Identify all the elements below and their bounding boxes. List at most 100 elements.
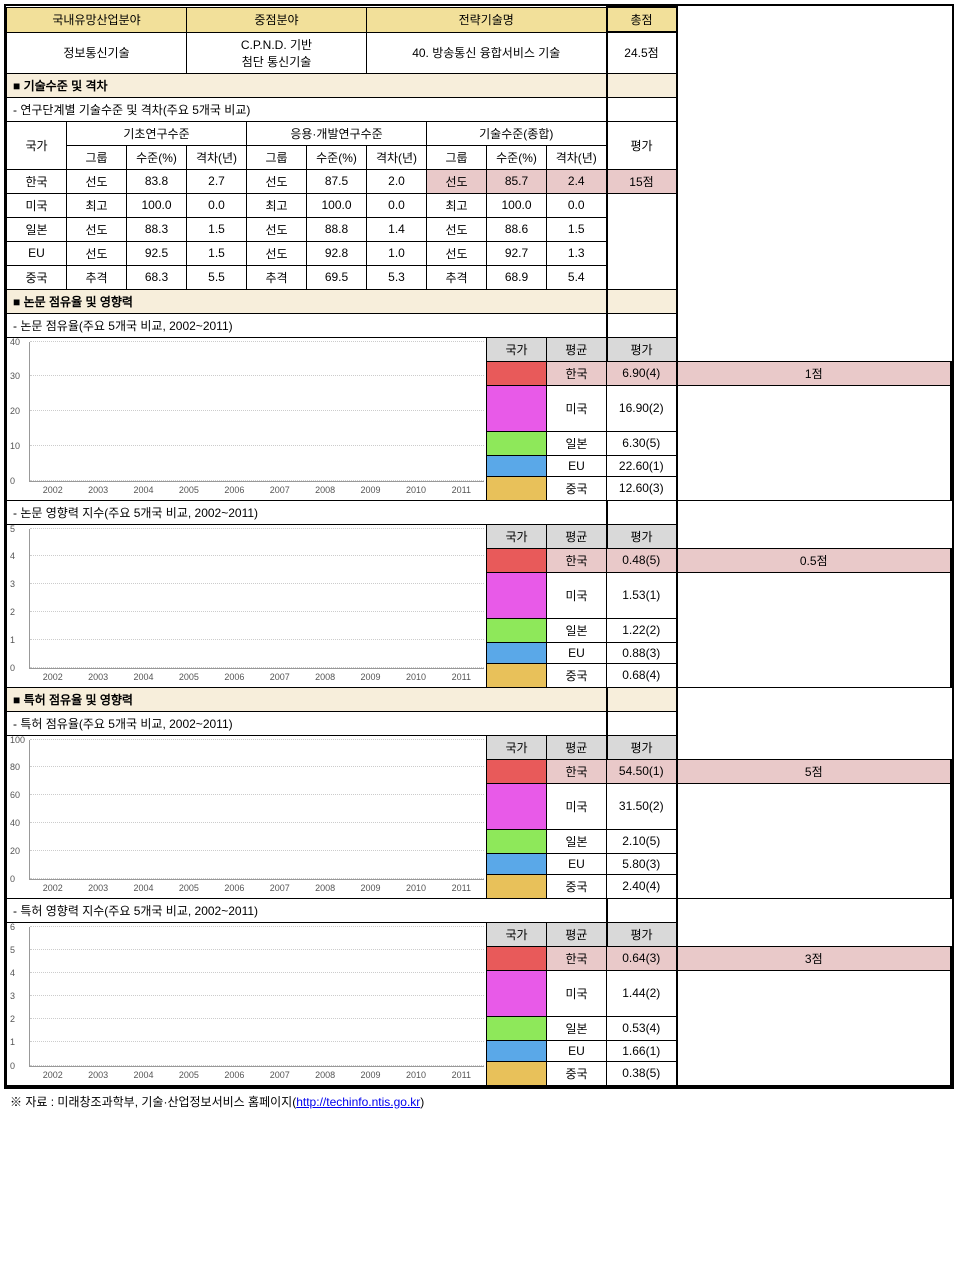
hdr-tech: 전략기술명 (367, 7, 607, 32)
x-label: 2003 (75, 672, 120, 682)
y-label: 10 (10, 441, 20, 451)
swatch-china (487, 1061, 547, 1086)
leg-cn: 중국 (547, 874, 607, 898)
x-label: 2010 (393, 672, 438, 682)
chartA-eval: 1점 (677, 361, 952, 385)
y-label: 5 (10, 524, 15, 534)
chartD-sub: - 특허 영향력 지수(주요 5개국 비교, 2002~2011) (7, 898, 607, 922)
avg-us: 31.50(2) (607, 783, 677, 829)
leg-country-hdr: 국가 (487, 337, 547, 361)
y-label: 20 (10, 846, 20, 856)
x-label: 2005 (166, 1070, 211, 1080)
leg-us: 미국 (547, 783, 607, 829)
leg-eu: EU (547, 455, 607, 476)
swatch-china (487, 663, 547, 687)
x-label: 2010 (393, 1070, 438, 1080)
leg-jp: 일본 (547, 829, 607, 853)
hdr-total: 총점 (607, 7, 677, 32)
leg-avg-hdr: 평균 (547, 337, 607, 361)
chartB-chart: 0123452002200320042005200620072008200920… (7, 525, 486, 687)
avg-kr: 6.90(4) (607, 361, 677, 385)
x-label: 2007 (257, 1070, 302, 1080)
row-country: 일본 (7, 217, 67, 241)
x-label: 2006 (212, 672, 257, 682)
leg-eval-hdr: 평가 (607, 922, 677, 946)
hdr-industry: 국내유망산업분야 (7, 7, 187, 32)
leg-jp: 일본 (547, 1016, 607, 1040)
swatch-eu (487, 455, 547, 476)
x-label: 2005 (166, 672, 211, 682)
swatch-usa (487, 385, 547, 431)
chartC-eval: 5점 (677, 759, 952, 783)
x-label: 2009 (348, 883, 393, 893)
leg-kr: 한국 (547, 361, 607, 385)
y-label: 40 (10, 337, 20, 347)
avg-jp: 0.53(4) (607, 1016, 677, 1040)
swatch-usa (487, 970, 547, 1016)
y-label: 0 (10, 1061, 15, 1071)
leg-eval-hdr: 평가 (607, 735, 677, 759)
x-label: 2006 (212, 485, 257, 495)
leg-avg-hdr: 평균 (547, 524, 607, 548)
y-label: 1 (10, 635, 15, 645)
source-link[interactable]: http://techinfo.ntis.go.kr (296, 1095, 420, 1109)
avg-kr: 0.64(3) (607, 946, 677, 970)
swatch-korea (487, 759, 547, 783)
leg-eu: EU (547, 1040, 607, 1061)
x-label: 2004 (121, 672, 166, 682)
leg-country-hdr: 국가 (487, 524, 547, 548)
avg-eu: 1.66(1) (607, 1040, 677, 1061)
chartA-sub: - 논문 점유율(주요 5개국 비교, 2002~2011) (7, 313, 607, 337)
col-total: 기술수준(종합) (427, 121, 607, 145)
swatch-eu (487, 642, 547, 663)
y-label: 2 (10, 607, 15, 617)
swatch-eu (487, 853, 547, 874)
leg-kr: 한국 (547, 759, 607, 783)
y-label: 4 (10, 551, 15, 561)
chartD-eval: 3점 (677, 946, 952, 970)
col-basic: 기초연구수준 (67, 121, 247, 145)
swatch-usa (487, 572, 547, 618)
x-label: 2008 (302, 485, 347, 495)
x-label: 2009 (348, 485, 393, 495)
swatch-china (487, 476, 547, 500)
y-label: 0 (10, 476, 15, 486)
leg-us: 미국 (547, 572, 607, 618)
x-label: 2008 (302, 672, 347, 682)
leg-eval-hdr: 평가 (607, 524, 677, 548)
avg-eu: 22.60(1) (607, 455, 677, 476)
y-label: 0 (10, 874, 15, 884)
x-label: 2009 (348, 1070, 393, 1080)
x-label: 2011 (439, 883, 484, 893)
hdr-focus: 중점분야 (187, 7, 367, 32)
y-label: 40 (10, 818, 20, 828)
row-country: 중국 (7, 265, 67, 289)
x-label: 2007 (257, 672, 302, 682)
x-label: 2004 (121, 883, 166, 893)
row-country: 미국 (7, 193, 67, 217)
swatch-korea (487, 548, 547, 572)
chartB-sub: - 논문 영향력 지수(주요 5개국 비교, 2002~2011) (7, 500, 607, 524)
sec3-title: ■ 특허 점유율 및 영향력 (7, 687, 607, 711)
x-label: 2003 (75, 485, 120, 495)
y-label: 20 (10, 406, 20, 416)
swatch-japan (487, 431, 547, 455)
avg-us: 16.90(2) (607, 385, 677, 431)
leg-kr: 한국 (547, 946, 607, 970)
x-label: 2007 (257, 485, 302, 495)
x-label: 2010 (393, 485, 438, 495)
avg-us: 1.53(1) (607, 572, 677, 618)
x-label: 2007 (257, 883, 302, 893)
x-label: 2011 (439, 1070, 484, 1080)
chartD-chart: 0123456200220032004200520062007200820092… (7, 923, 486, 1085)
y-label: 5 (10, 945, 15, 955)
leg-eu: EU (547, 853, 607, 874)
y-label: 1 (10, 1037, 15, 1047)
swatch-eu (487, 1040, 547, 1061)
val-focus: C.P.N.D. 기반첨단 통신기술 (187, 32, 367, 73)
leg-us: 미국 (547, 385, 607, 431)
leg-cn: 중국 (547, 476, 607, 500)
leg-cn: 중국 (547, 663, 607, 687)
x-label: 2006 (212, 883, 257, 893)
x-label: 2004 (121, 485, 166, 495)
